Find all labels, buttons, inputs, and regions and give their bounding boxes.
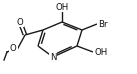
- Text: O: O: [17, 17, 23, 26]
- Text: Br: Br: [98, 20, 108, 28]
- Text: N: N: [50, 52, 56, 61]
- Text: OH: OH: [55, 3, 69, 11]
- Text: OH: OH: [94, 48, 108, 57]
- Text: O: O: [10, 44, 17, 52]
